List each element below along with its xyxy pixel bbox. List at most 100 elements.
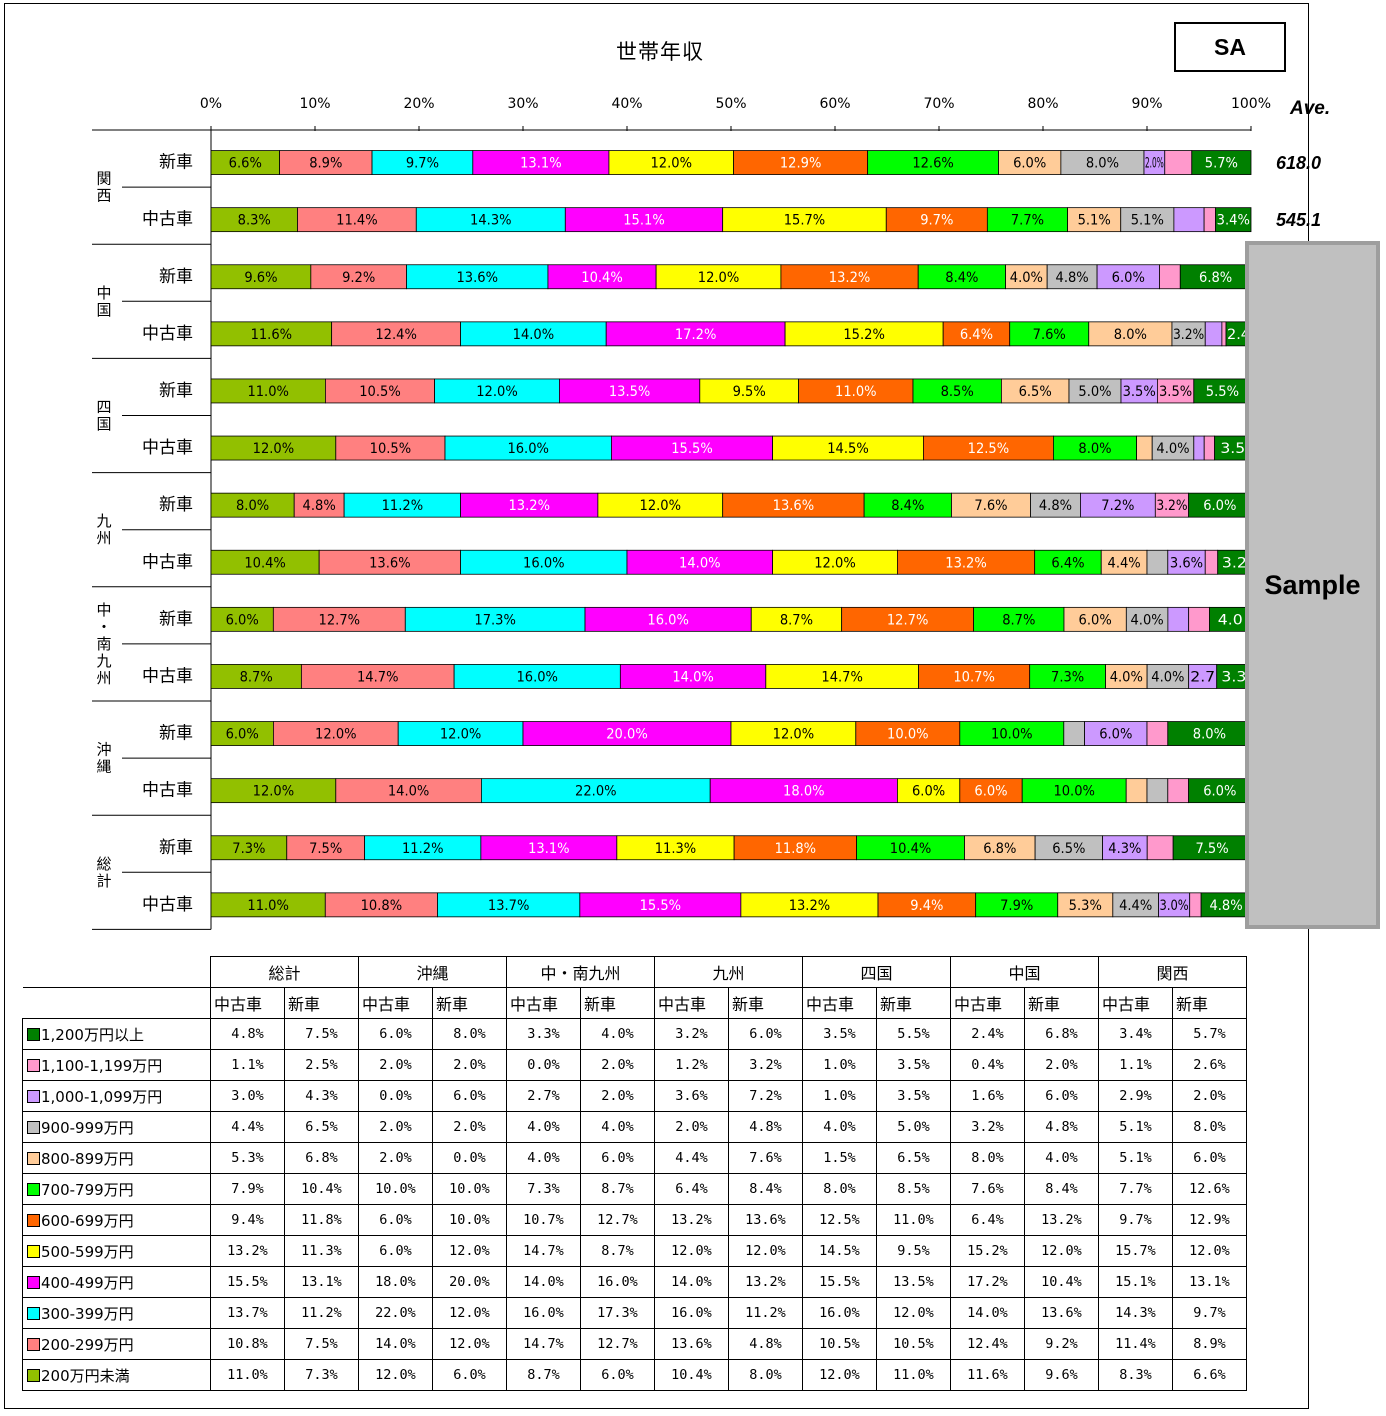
bar-segment [959,721,1065,746]
data-label: 11.8% [775,841,817,857]
data-label: 8.3% [238,213,271,229]
table-cell: 14.0% [358,1328,433,1360]
table-cell: 2.0% [358,1142,433,1174]
table-cell: 2.5% [284,1049,359,1081]
table-cell: 3.5% [802,1018,877,1050]
data-label: 13.7% [488,898,530,914]
legend-label: 400-499万円 [41,1273,134,1292]
bar-segment [1159,264,1181,290]
legend-swatch-icon [27,1337,40,1351]
bar-segment [460,549,628,575]
table-cell: 8.0% [802,1173,877,1205]
bar-segment [1100,549,1148,575]
data-label: 3.2 [1222,555,1247,571]
table-sub-header: 中古車 [210,987,285,1019]
legend-swatch-icon [27,1058,40,1072]
region-label: 総計 [96,855,111,890]
bar-segment [1029,664,1106,689]
table-cell: 8.9% [1172,1328,1247,1360]
table-cell: 4.8% [728,1111,803,1143]
bar-segment [1063,721,1086,746]
table-row-label: 200万円未満 [22,1359,211,1391]
table-cell: 13.5% [876,1266,951,1298]
x-tick-label: 30% [507,96,538,112]
data-label: 3.4% [1217,213,1250,229]
data-label: 6.0% [1203,498,1236,514]
data-label: 6.0% [1099,727,1132,743]
bar-segment [210,207,298,233]
table-cell: 0.0% [432,1142,507,1174]
table-cell: 12.7% [580,1204,655,1236]
data-label: 5.7% [1205,156,1238,172]
table-cell: 6.4% [654,1173,729,1205]
data-label: 8.7% [240,669,273,685]
bar-segment [867,150,999,175]
data-table: 総計 沖縄 中・南九州 九州 四国 中国 関西 中古車 新車 中古車 新車 中古車 新車 中古車 新車 中古車… [22,956,1247,1391]
table-cell: 9.5% [876,1235,951,1267]
table-row: 1,100-1,199万円 1.1% 2.5% 2.0% 2.0% 0.0% 2.0% 1.2… [22,1049,1247,1081]
table-cell: 13.1% [1172,1266,1247,1298]
bar-segment [856,835,965,861]
bar-segment [1080,492,1156,518]
bar-segment [1157,378,1195,404]
bar-segment [1120,378,1158,404]
table-subheader-row: 中古車 新車 中古車 新車 中古車 新車 中古車 新車 中古車 新車 中古車 新車 中古車 新車 [22,987,1247,1019]
legend-label: 1,000-1,099万円 [41,1087,163,1106]
table-header-row: 総計 沖縄 中・南九州 九州 四国 中国 関西 [22,956,1247,988]
bar-segment [210,606,274,632]
bar-segment [699,378,799,404]
data-label: 5.1% [1078,213,1111,229]
bar-segment [453,664,621,689]
legend-swatch-icon [27,1368,40,1382]
bar-segment [1188,664,1218,689]
data-label: 12.0% [476,384,518,400]
legend-swatch-icon [27,1089,40,1103]
data-label: 13.1% [520,156,562,172]
table-row-label: 600-699万円 [22,1204,211,1236]
bar-segment [912,378,1002,404]
data-label: 14.7% [357,669,399,685]
bar-segment [1030,492,1081,518]
table-cell: 3.0% [210,1080,285,1112]
table-cell: 12.9% [1172,1204,1247,1236]
table-cell: 3.2% [728,1049,803,1081]
table-row-label: 300-399万円 [22,1297,211,1329]
table-cell: 1.0% [802,1049,877,1081]
table-cell: 10.8% [210,1328,285,1360]
data-label: 4.0% [1156,441,1189,457]
region-label: 中・南九州 [96,601,111,687]
table-cell: 4.0% [506,1111,581,1143]
bar-segment [1188,492,1252,518]
table-cell: 15.7% [1098,1235,1173,1267]
table-cell: 7.3% [284,1359,359,1391]
table-row: 300-399万円 13.7% 11.2% 22.0% 12.0% 16.0% 17.3% 1… [22,1297,1247,1329]
data-label: 12.0% [253,441,295,457]
data-label: 5.1% [1131,213,1164,229]
data-label: 8.7% [780,612,813,628]
data-label: 6.8% [1199,270,1232,286]
region-label: 九州 [96,512,111,547]
table-cell: 14.0% [506,1266,581,1298]
bar-segment [210,778,337,804]
bar-segment [444,435,612,461]
data-label: 10.4% [244,555,286,571]
legend-swatch-icon [27,1244,40,1258]
table-cell: 3.6% [654,1080,729,1112]
chart-title: 世帯年収 [616,40,704,64]
data-label: 6.6% [229,156,262,172]
bar-segment [1125,606,1169,632]
table-cell: 6.0% [432,1080,507,1112]
table-cell: 8.7% [580,1173,655,1205]
x-tick-label: 10% [299,96,330,112]
bar-segment [1063,606,1127,632]
x-tick-label: 60% [819,96,850,112]
table-cell: 11.8% [284,1204,359,1236]
data-label: 14.0% [672,669,714,685]
data-label: 15.2% [843,327,885,343]
table-row: 1,200万円以上 4.8% 7.5% 6.0% 8.0% 3.3% 4.0% 3.2% 6.0… [22,1018,1247,1050]
bar-segment [584,606,752,632]
x-tick-label: 100% [1231,96,1271,112]
bar-segment [1146,835,1174,861]
table-cell: 1.0% [802,1080,877,1112]
bar-segment [1154,492,1189,518]
